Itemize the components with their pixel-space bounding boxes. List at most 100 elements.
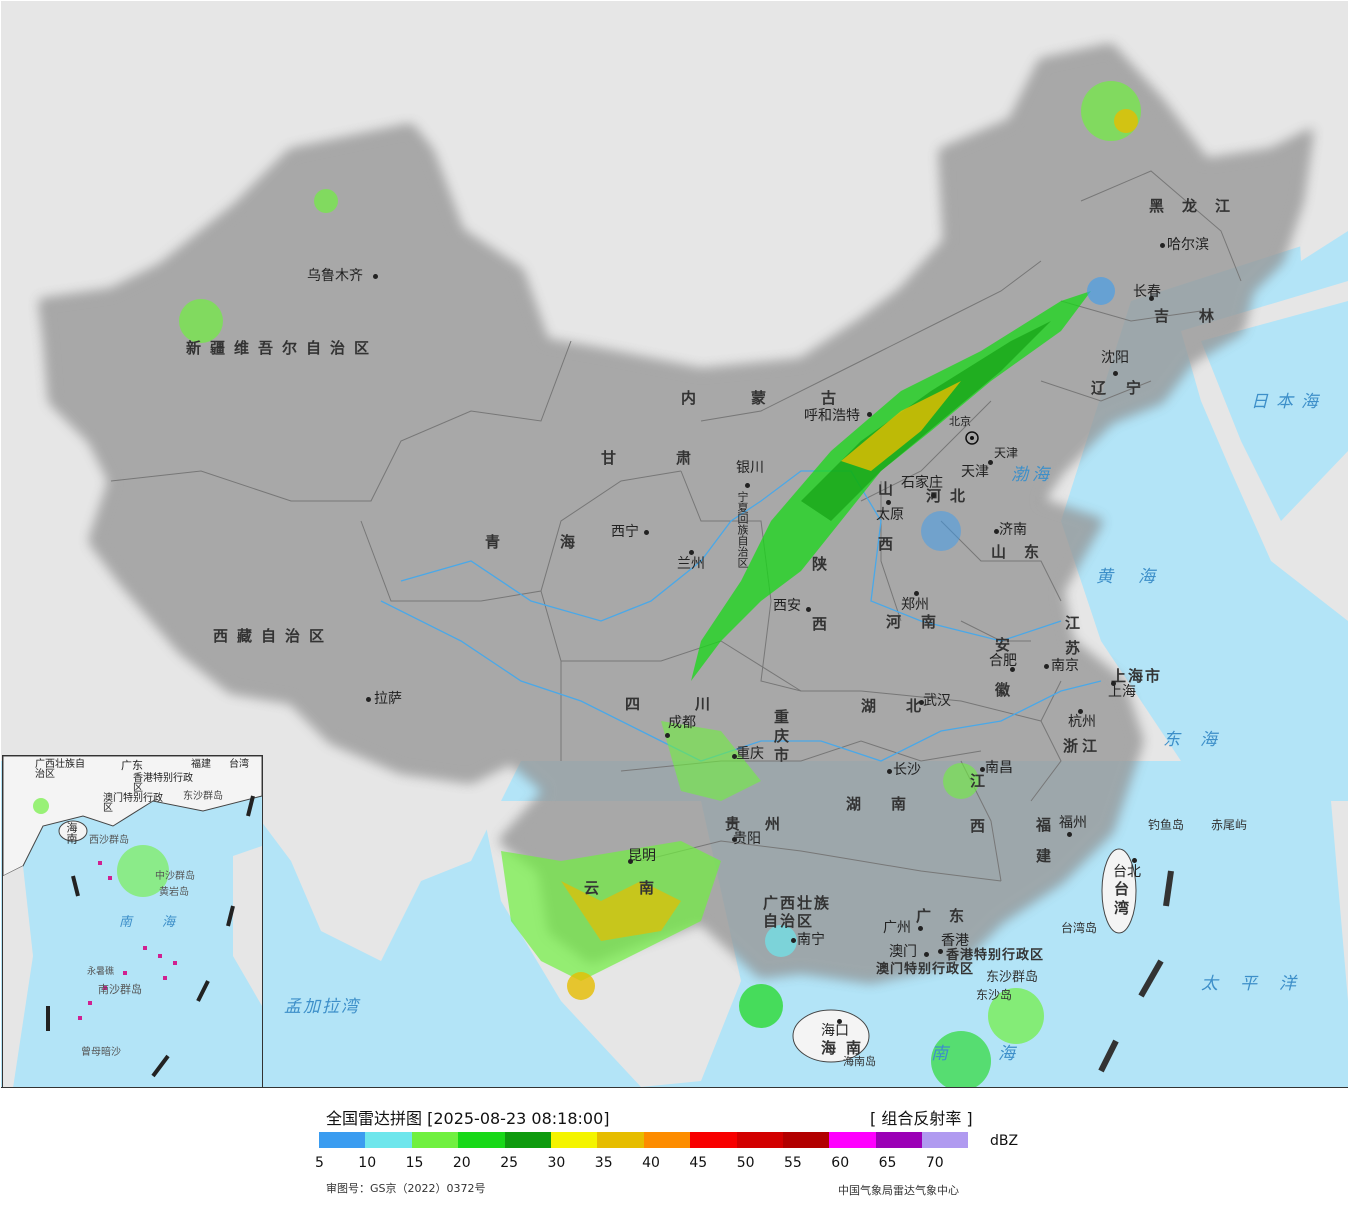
city-beijing: 北京	[949, 415, 971, 428]
philippines-land	[1331, 801, 1348, 1001]
sea-bengal: 孟加拉湾	[284, 997, 360, 1017]
inset-dongsha: 东沙群岛	[183, 791, 223, 802]
city-shijiazhuang: 石家庄	[901, 475, 943, 491]
province-sichuan: 四川	[625, 695, 766, 713]
city-hangzhou: 杭州	[1068, 714, 1096, 730]
province-guangdong: 广东	[916, 907, 983, 925]
city-taiyuan: 太原	[876, 507, 904, 523]
province-shanxi: 山西	[876, 481, 894, 591]
legend-swatch	[365, 1132, 412, 1148]
city-tianjin: 天津	[961, 464, 989, 480]
legend-panel	[0, 1088, 1349, 1208]
inset-macao: 澳门特别行政区	[103, 793, 163, 814]
city-changsha: 长沙	[893, 762, 921, 778]
city-jinan: 济南	[999, 522, 1027, 538]
island-hainan: 海南岛	[843, 1055, 876, 1068]
legend-tick-label: 20	[452, 1155, 471, 1171]
inset-guangdong: 广东	[121, 759, 143, 772]
city-urumqi: 乌鲁木齐	[307, 268, 363, 284]
legend-tick-label: 65	[878, 1155, 897, 1171]
legend-tick-label: 40	[642, 1155, 660, 1171]
city-xining: 西宁	[611, 524, 639, 540]
legend-tick-label: 45	[689, 1155, 708, 1171]
rivers	[380, 470, 1102, 762]
sea-south: 南海	[931, 1044, 1065, 1064]
hainan-island	[792, 1009, 870, 1063]
island-chiwei: 赤尾屿	[1211, 818, 1248, 832]
legend-swatch	[690, 1132, 737, 1148]
inset-zhongsha: 中沙群岛	[155, 871, 195, 882]
legend-swatch	[319, 1132, 366, 1148]
beijing-marker	[965, 431, 979, 445]
island-taiwan: 台湾岛	[1061, 921, 1098, 935]
legend-tick-label: 55	[784, 1155, 802, 1171]
legend-tick-label: 60	[831, 1155, 850, 1171]
south-china-sea-inset: 广西壮族自治区 广东 福建 台湾 香港特别行政区 澳门特别行政区 东沙群岛 海南…	[2, 755, 263, 1087]
province-hunan: 湖南	[846, 795, 937, 813]
city-wuhan: 武汉	[923, 693, 951, 709]
inset-zengmu: 曾母暗沙	[81, 1047, 121, 1058]
city-shenyang: 沈阳	[1101, 350, 1129, 366]
map-approval-number: 审图号：GS京（2022）0372号	[326, 1182, 486, 1195]
province-gansu: 甘肃	[601, 449, 752, 467]
province-henan: 河南	[886, 613, 957, 631]
city-fuzhou: 福州	[1059, 815, 1087, 831]
city-haikou: 海口	[821, 1023, 849, 1039]
inset-nansha: 南沙群岛	[98, 983, 142, 996]
russia-far-east	[1291, 61, 1348, 261]
province-yunnan: 云南	[584, 879, 695, 897]
province-chongqing: 重庆市	[772, 709, 790, 766]
legend-tick-label: 35	[594, 1155, 613, 1171]
city-guangzhou: 广州	[883, 920, 911, 936]
inset-hongkong: 香港特别行政区	[133, 773, 193, 794]
inset-hainan: 海南	[65, 822, 78, 844]
taiwan-island	[1101, 848, 1137, 934]
city-kunming: 昆明	[628, 848, 656, 864]
inset-guangxi: 广西壮族自治区	[35, 759, 85, 780]
province-hubei: 湖北	[861, 697, 952, 715]
inset-xisha: 西沙群岛	[89, 835, 129, 846]
city-lanzhou: 兰州	[677, 556, 705, 572]
province-tianjin: 天津	[994, 446, 1019, 460]
legend-unit: dBZ	[990, 1133, 1019, 1149]
city-chongqing: 重庆	[736, 746, 764, 762]
city-nanchang: 南昌	[985, 760, 1013, 776]
island-dongsha-group: 东沙群岛	[986, 970, 1039, 985]
legend-title: 全国雷达拼图 [2025-08-23 08:18:00]	[326, 1109, 610, 1128]
legend-swatch	[922, 1132, 969, 1148]
province-xinjiang: 新疆维吾尔自治区	[186, 339, 379, 357]
province-liaoning: 辽宁	[1091, 379, 1162, 397]
island-diaoyu: 钓鱼岛	[1148, 818, 1185, 832]
inset-nanhai: 南海	[119, 915, 206, 930]
city-zhengzhou: 郑州	[901, 597, 929, 613]
legend-swatch	[875, 1132, 923, 1148]
region-macao: 澳门特别行政区	[876, 962, 975, 977]
region-hongkong: 香港特别行政区	[946, 948, 1045, 963]
legend-product: [ 组合反射率 ]	[870, 1109, 973, 1128]
legend-tick-label: 70	[925, 1155, 944, 1171]
province-jiangxi: 江西	[968, 773, 986, 863]
credit-agency: 中国气象局雷达气象中心	[838, 1184, 959, 1197]
legend-tick-label: 30	[547, 1155, 566, 1171]
province-fujian: 福建	[1034, 817, 1052, 879]
province-shandong: 山东	[991, 543, 1058, 561]
province-neimenggu: 内蒙古	[681, 389, 892, 407]
city-yinchuan: 银川	[736, 460, 764, 476]
inset-taiwan: 台湾	[229, 759, 249, 770]
city-taipei: 台北	[1113, 864, 1141, 880]
sea-japan: 日本海	[1251, 392, 1326, 412]
province-qinghai: 青海	[485, 533, 636, 551]
legend-swatch	[736, 1132, 783, 1148]
city-hongkong: 香港	[941, 933, 969, 949]
province-hebei: 河北	[926, 487, 975, 505]
city-guiyang: 贵阳	[733, 831, 761, 847]
radar-echoes	[179, 81, 1141, 1087]
city-macao: 澳门	[889, 944, 917, 960]
radar-map: 新疆维吾尔自治区 西藏自治区 青海 甘肃 内蒙古 黑龙江 吉林 辽宁 河北 山西…	[1, 1, 1348, 1088]
city-nanjing: 南京	[1051, 658, 1079, 674]
sea-bohai: 渤海	[1011, 465, 1053, 485]
inset-map	[3, 756, 262, 1087]
japan-sea	[1201, 301, 1348, 521]
legend-swatch	[411, 1132, 459, 1148]
